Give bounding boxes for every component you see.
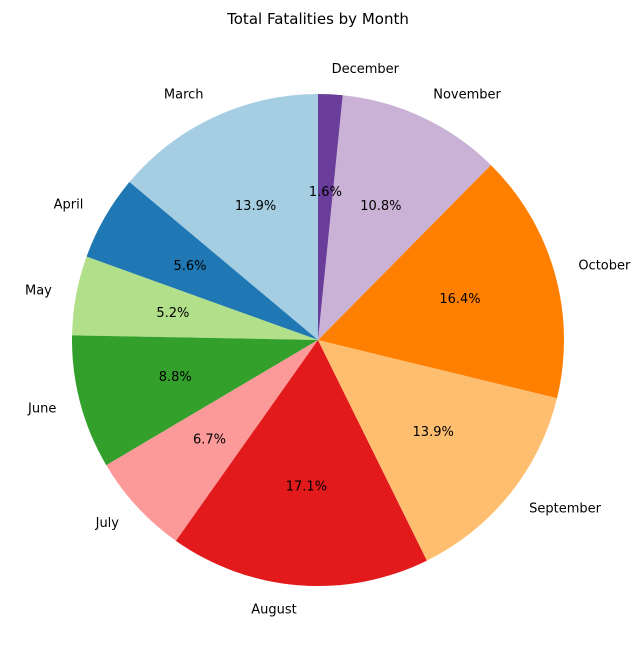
pct-label-december: 1.6% xyxy=(309,185,342,200)
label-july: July xyxy=(95,516,120,531)
label-march: March xyxy=(164,87,204,102)
pct-label-august: 17.1% xyxy=(286,480,327,495)
slice-august xyxy=(175,340,427,586)
slice-may xyxy=(72,256,318,340)
slice-december xyxy=(318,94,343,340)
slice-november xyxy=(318,95,491,341)
label-may: May xyxy=(25,283,52,298)
label-september: September xyxy=(529,502,602,517)
pct-label-september: 13.9% xyxy=(413,425,454,440)
pct-label-july: 6.7% xyxy=(193,433,226,448)
label-april: April xyxy=(54,198,84,213)
pct-label-april: 5.6% xyxy=(174,259,207,274)
slice-march xyxy=(129,94,318,340)
label-december: December xyxy=(332,62,400,77)
pct-label-march: 13.9% xyxy=(235,199,276,214)
chart-title: Total Fatalities by Month xyxy=(226,10,409,28)
pct-label-november: 10.8% xyxy=(360,199,401,214)
pct-label-may: 5.2% xyxy=(156,306,189,321)
pct-label-june: 8.8% xyxy=(159,370,192,385)
label-august: August xyxy=(251,602,297,617)
slice-september xyxy=(318,340,558,561)
slice-june xyxy=(71,335,318,466)
pct-label-october: 16.4% xyxy=(439,292,480,307)
slice-july xyxy=(106,340,318,541)
slice-october xyxy=(318,164,564,399)
slice-april xyxy=(86,182,318,340)
pie-labels: March 13.9% April 5.6% May 5.2% June 8.8% July 6.… xyxy=(25,62,631,617)
label-november: November xyxy=(433,88,501,103)
label-october: October xyxy=(578,259,631,274)
pie-slices xyxy=(71,94,564,586)
label-june: June xyxy=(27,401,56,416)
